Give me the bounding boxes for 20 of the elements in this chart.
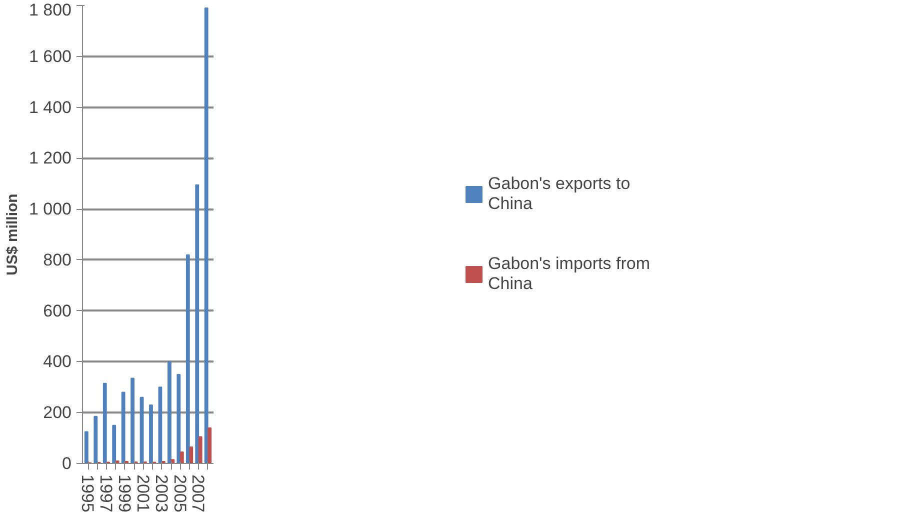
y-tick-label: 1 200: [28, 148, 72, 168]
y-tick-label: 1 800: [28, 0, 72, 20]
x-tick-label: 2003: [152, 474, 171, 512]
x-tick-label: 2007: [188, 474, 208, 512]
y-tick-label: 0: [62, 454, 72, 473]
y-tick-label: 400: [43, 352, 72, 372]
y-tick-label: 1 400: [28, 98, 72, 117]
x-tick-label: 1997: [96, 474, 116, 512]
y-axis-title: US$ million: [4, 194, 21, 276]
y-tick-label: 800: [43, 250, 72, 270]
x-tick-label: 2005: [170, 474, 190, 512]
y-tick-label: 200: [43, 403, 72, 422]
legend-label: Gabon's imports from China: [488, 254, 650, 294]
x-tick-label: 1999: [114, 474, 134, 512]
y-tick-label: 1 600: [28, 46, 72, 66]
x-tick-label: 1995: [78, 474, 98, 512]
y-tick-label: 600: [43, 301, 72, 320]
y-tick-label: 1 000: [28, 200, 72, 219]
x-tick-label: 2001: [133, 474, 152, 512]
legend-label: Gabon's exports to China: [488, 174, 630, 214]
